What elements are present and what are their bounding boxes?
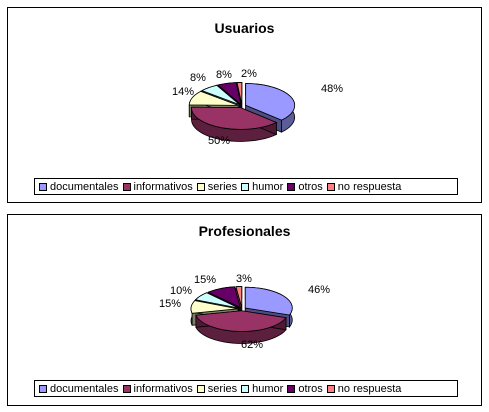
legend-swatch — [39, 384, 47, 393]
legend-label: informativos — [133, 382, 193, 395]
legend-label: documentales — [50, 382, 119, 395]
data-label-no-respuesta: 2% — [241, 68, 257, 80]
data-label-humor: 10% — [170, 285, 192, 297]
legend-label: humor — [252, 382, 284, 395]
legend-swatch — [326, 384, 335, 393]
chart-legend: documentales informativos series humor otros… — [34, 178, 458, 195]
legend-label: series — [207, 180, 238, 193]
chart-title: Profesionales — [198, 223, 291, 239]
data-label-humor: 8% — [190, 72, 206, 84]
legend-label: no respuesta — [337, 180, 402, 193]
legend-item-otros: otros — [287, 180, 323, 193]
chart-panel-usuarios: Usuarios 48% 50% 14% 8% 8% 2% documentales inf… — [7, 7, 482, 203]
data-label-documentales: 46% — [308, 284, 330, 296]
legend-item-humor: humor — [241, 383, 283, 395]
data-label-documentales: 48% — [321, 83, 343, 95]
data-label-informativos: 62% — [241, 339, 263, 351]
legend-label: otros — [298, 382, 323, 395]
legend-item-series: series — [196, 382, 238, 395]
data-label-otros: 15% — [194, 274, 216, 286]
legend-swatch — [241, 384, 250, 393]
legend-swatch — [287, 182, 296, 191]
chart-panel-profesionales: Profesionales 46% 62% 15% 10% 15% 3% document… — [7, 214, 482, 406]
legend-label: series — [207, 382, 238, 395]
legend-item-informativos: informativos — [122, 180, 193, 193]
pie-slice-informativos — [191, 106, 278, 142]
legend-item-no-respuesta: no respuesta — [326, 382, 402, 395]
legend-swatch — [326, 182, 335, 191]
legend-label: no respuesta — [337, 382, 402, 395]
data-label-series: 15% — [159, 298, 181, 310]
legend-label: humor — [252, 180, 284, 193]
legend-item-otros: otros — [287, 382, 323, 395]
pie-chart-usuarios: 48% 50% 14% 8% 8% 2% — [172, 68, 343, 147]
legend-swatch — [39, 182, 47, 191]
data-label-informativos: 50% — [208, 135, 230, 147]
data-label-no-respuesta: 3% — [236, 273, 252, 285]
data-label-otros: 8% — [216, 69, 232, 81]
legend-swatch — [122, 182, 131, 191]
legend-item-no-respuesta: no respuesta — [326, 180, 402, 193]
legend-swatch — [287, 384, 296, 393]
legend-swatch — [122, 384, 131, 393]
legend-swatch — [196, 182, 205, 191]
legend-label: documentales — [50, 180, 119, 193]
pie-slice-informativos — [195, 310, 287, 344]
legend-item-series: series — [196, 180, 238, 193]
legend-label: informativos — [133, 180, 193, 193]
legend-swatch — [196, 384, 205, 393]
chart-legend: documentales informativos series humor otros… — [34, 380, 458, 397]
legend-label: otros — [298, 180, 323, 193]
chart-title: Usuarios — [214, 20, 275, 36]
legend-item-informativos: informativos — [122, 382, 193, 395]
legend-item-humor: humor — [241, 181, 283, 193]
legend-item-documentales: documentales — [39, 181, 119, 193]
legend-swatch — [241, 182, 250, 191]
pie-chart-profesionales: 46% 62% 15%10%15% 3% — [159, 273, 330, 351]
legend-item-documentales: documentales — [39, 383, 119, 395]
data-label-series: 14% — [172, 86, 194, 98]
